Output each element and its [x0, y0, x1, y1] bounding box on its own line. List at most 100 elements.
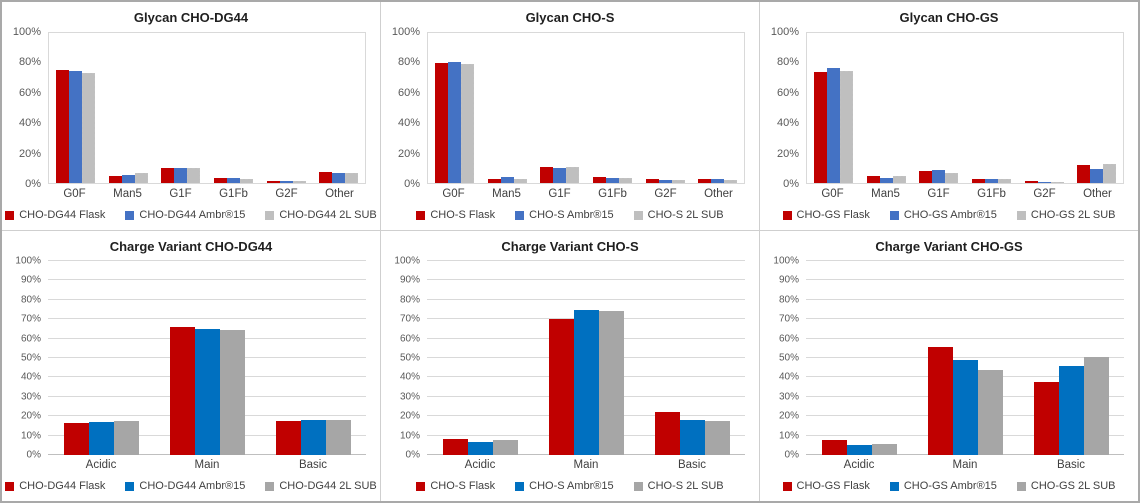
bar: [866, 175, 880, 183]
legend-marker-icon: [265, 210, 275, 220]
bar: [698, 178, 712, 183]
x-axis: G0F Man5 G1F G1Fb G2F Other: [427, 184, 745, 204]
chart-panel-charge-variant-cho-s: Charge Variant CHO-S 0% 10% 20% 30% 40% 50% 60…: [381, 231, 759, 501]
bar-group-g1f: [912, 33, 965, 183]
bar: [598, 311, 624, 455]
bar: [266, 180, 280, 183]
gridline: [427, 298, 745, 300]
legend-marker-icon: [515, 210, 525, 220]
bar: [679, 420, 705, 455]
y-tick-label: 20%: [18, 147, 41, 160]
legend-marker-icon: [889, 481, 899, 491]
bar: [63, 423, 89, 455]
legend: CHO-GS Flask CHO-GS Ambr®15 CHO-GS 2L SUB: [760, 204, 1138, 230]
x-category-label: Main: [573, 459, 599, 471]
bar: [300, 420, 326, 455]
chart-title: Glycan CHO-S: [525, 10, 615, 25]
y-tick-label: 100%: [773, 255, 799, 267]
y-tick-label: 60%: [399, 333, 420, 345]
bar: [548, 319, 574, 455]
bar: [513, 178, 527, 183]
x-category-label: G0F: [442, 188, 465, 200]
bar-group-g1f: [533, 33, 586, 183]
gridline: [806, 279, 1124, 281]
chart-panel-glycan-cho-gs: Glycan CHO-GS 0% 20% 40% 60% 80% 100% G0F Man5…: [760, 2, 1138, 230]
bar: [871, 444, 897, 455]
legend-item: CHO-GS Ambr®15: [889, 480, 997, 492]
y-tick-label: 0%: [404, 178, 420, 190]
legend-marker-icon: [1016, 210, 1026, 220]
y-tick-label: 0%: [783, 178, 799, 190]
x-category-label: Main: [952, 459, 978, 471]
y-axis: 0% 10% 20% 30% 40% 50% 60% 70% 80% 90% 100%: [762, 256, 806, 461]
bar: [553, 168, 567, 183]
y-tick-label: 90%: [778, 274, 799, 286]
y-tick-label: 40%: [776, 117, 799, 130]
x-category-label: G1F: [927, 188, 950, 200]
x-category-label: G1Fb: [977, 188, 1006, 200]
plot-area: [806, 260, 1124, 455]
bar: [500, 177, 514, 183]
bar-group-basic: [639, 261, 745, 455]
bar: [1058, 365, 1084, 455]
legend-label: CHO-S 2L SUB: [647, 480, 724, 492]
bar: [134, 173, 148, 183]
bar-group-g2f: [260, 33, 313, 183]
bar: [971, 178, 985, 183]
chart-title: Charge Variant CHO-GS: [875, 239, 1023, 254]
legend-marker-icon: [782, 210, 792, 220]
bar-group-acidic: [806, 261, 912, 455]
bar-group-man5: [860, 33, 913, 183]
plot-area: [48, 260, 366, 455]
y-tick-label: 50%: [20, 352, 41, 364]
bar: [813, 72, 827, 183]
x-category-label: G1F: [548, 188, 571, 200]
bar: [442, 439, 468, 455]
y-axis: 0% 20% 40% 60% 80% 100%: [4, 26, 48, 190]
y-tick-label: 30%: [20, 391, 41, 403]
chart-panel-charge-variant-cho-dg44: Charge Variant CHO-DG44 0% 10% 20% 30% 40% 50…: [2, 231, 380, 501]
legend-label: CHO-GS Ambr®15: [903, 209, 997, 221]
bar: [113, 421, 139, 455]
y-axis: 0% 10% 20% 30% 40% 50% 60% 70% 80% 90% 100%: [383, 256, 427, 461]
x-axis: Acidic Main Basic: [48, 455, 366, 475]
bar: [325, 420, 351, 455]
bar-group-man5: [481, 33, 534, 183]
y-tick-label: 80%: [397, 56, 420, 69]
bar: [1090, 168, 1104, 183]
legend-marker-icon: [125, 481, 135, 491]
bars-layer: [48, 261, 366, 455]
gridline: [48, 298, 366, 300]
y-tick-label: 50%: [778, 352, 799, 364]
x-category-label: G2F: [654, 188, 677, 200]
bar-group-g1fb: [586, 33, 639, 183]
bar: [846, 445, 872, 455]
chart-panel-glycan-cho-dg44: Glycan CHO-DG44 0% 20% 40% 60% 80% 100% G0F Ma…: [2, 2, 380, 230]
legend-label: CHO-DG44 Flask: [19, 480, 106, 492]
bar: [605, 177, 619, 183]
bar-group-basic: [260, 261, 366, 455]
bar: [1024, 180, 1038, 183]
chart-title: Glycan CHO-GS: [899, 10, 999, 25]
y-tick-label: 100%: [391, 26, 420, 38]
bar: [654, 412, 680, 455]
legend-marker-icon: [416, 481, 426, 491]
bar: [1077, 165, 1091, 183]
y-axis: 0% 10% 20% 30% 40% 50% 60% 70% 80% 90% 100%: [4, 256, 48, 461]
bars-layer: [49, 33, 365, 183]
bar: [275, 421, 301, 455]
x-category-label: G1F: [169, 188, 192, 200]
legend-marker-icon: [125, 210, 135, 220]
bar: [1033, 382, 1059, 455]
y-tick-label: 100%: [770, 26, 799, 38]
y-tick-label: 80%: [776, 56, 799, 69]
bar-group-g0f: [49, 33, 102, 183]
legend-item: CHO-GS 2L SUB: [1016, 480, 1115, 492]
bar: [194, 328, 220, 455]
y-tick-label: 60%: [778, 333, 799, 345]
x-category-label: Basic: [677, 459, 707, 471]
bar: [81, 72, 95, 183]
x-category-label: Acidic: [85, 459, 117, 471]
legend: CHO-DG44 Flask CHO-DG44 Ambr®15 CHO-DG44 2…: [2, 475, 380, 501]
legend-item: CHO-GS Flask: [782, 209, 870, 221]
